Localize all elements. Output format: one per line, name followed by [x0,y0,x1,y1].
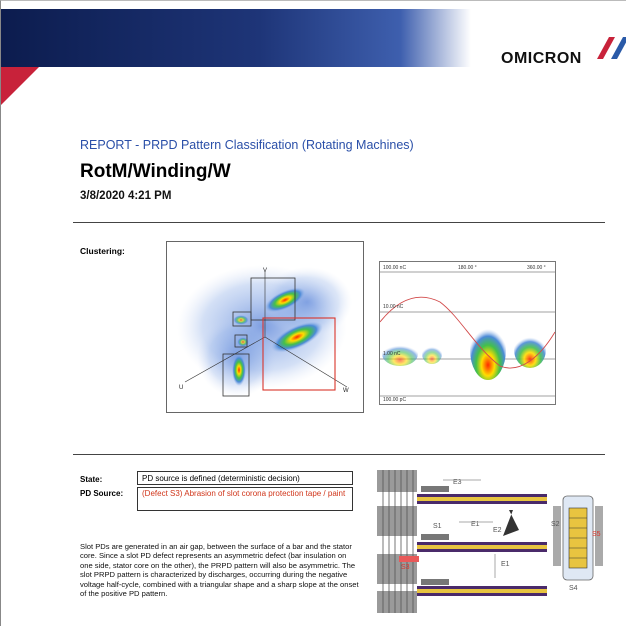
label-s2: S2 [551,521,560,528]
description-text: Slot PDs are generated in an air gap, be… [80,542,359,599]
label-e1: E1 [501,561,510,568]
report-title: RotM/Winding/W [80,161,231,182]
prpd-level2: 1.00 nC [383,351,401,357]
header-accent [1,67,39,105]
state-label: State: [80,475,103,484]
report-date: 3/8/2020 4:21 PM [80,190,172,202]
prpd-top-left: 100.00 nC [383,265,407,271]
axis-v-label: V [263,268,267,274]
clustering-label: Clustering: [80,246,125,256]
pd-source-label: PD Source: [80,489,124,498]
report-heading: REPORT - PRPD Pattern Classification (Ro… [80,138,414,152]
prpd-plot: 100.00 nC 180.00 ° 360.00 ° 10.00 nC 1.0… [379,261,556,405]
core-block [377,506,417,536]
company-logo-text: OMICRON [501,50,582,67]
clustering-scatter: V U W [177,265,352,397]
axis-w-label: W [343,388,349,394]
prpd-top-mid: 180.00 ° [458,265,477,271]
label-s3: S3 [401,564,410,571]
prpd-pattern [379,271,556,397]
label-s4: S4 [569,585,578,592]
axis-u-label: U [179,385,183,391]
label-e1: E1 [471,521,480,528]
clustering-plot: V U W [166,241,364,413]
label-s5: S5 [592,531,601,538]
pd-source-value: (Defect S3) Abrasion of slot corona prot… [137,487,353,511]
prpd-top-right: 360.00 ° [527,265,546,271]
prpd-bottom: 100.00 pC [383,397,407,403]
label-e3: E3 [453,479,462,486]
omicron-logo-icon [597,37,626,59]
divider [73,454,605,455]
prpd-level1: 10.00 nC [383,304,404,310]
header-band [1,9,471,67]
label-s1: S1 [433,523,442,530]
label-e2: E2 [493,527,502,534]
stator-slot-diagram: E3 E2 E1 E1 S2 S4 S5 S3 S1 [377,470,603,613]
divider [73,222,605,223]
state-value: PD source is defined (deterministic deci… [137,471,353,485]
